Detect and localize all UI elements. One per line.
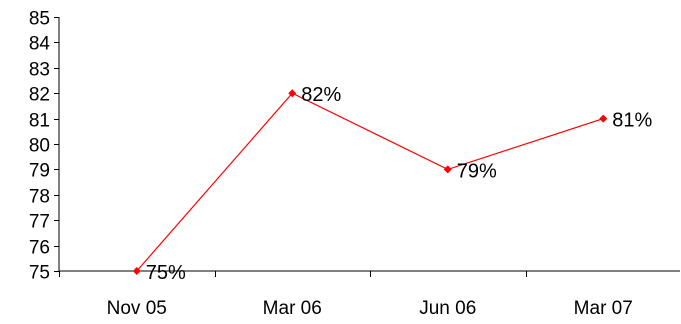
x-axis-ticks: Nov 05 Mar 06 Jun 06 Mar 07 xyxy=(59,271,633,319)
y-tick-label: 75 xyxy=(29,263,50,284)
y-axis-ticks: 75 76 77 78 79 80 81 82 83 84 85 xyxy=(29,9,59,284)
data-label: 81% xyxy=(612,110,652,132)
series-line xyxy=(136,92,604,272)
data-point-marker xyxy=(132,267,141,275)
data-point-marker xyxy=(288,89,297,98)
y-tick-label: 76 xyxy=(29,238,50,259)
y-tick-label: 79 xyxy=(29,161,50,182)
y-tick-label: 78 xyxy=(29,187,50,208)
y-tick-label: 81 xyxy=(29,111,50,132)
y-tick-label: 82 xyxy=(29,85,50,106)
x-tick-label: Mar 06 xyxy=(263,298,322,319)
x-tick-label: Nov 05 xyxy=(107,298,167,319)
data-point-marker xyxy=(599,114,608,123)
data-point-marker xyxy=(443,165,452,174)
series-layer: 75% 82% 79% 81% xyxy=(132,84,652,284)
data-label: 79% xyxy=(457,160,497,182)
x-tick-label: Mar 07 xyxy=(574,298,633,319)
data-label: 82% xyxy=(301,84,341,106)
y-tick-label: 80 xyxy=(29,136,50,157)
y-tick-label: 85 xyxy=(29,9,50,30)
y-tick-label: 84 xyxy=(29,34,51,55)
x-tick-label: Jun 06 xyxy=(419,298,476,319)
y-tick-label: 77 xyxy=(29,212,50,233)
y-tick-label: 83 xyxy=(29,60,50,81)
data-label: 75% xyxy=(146,262,186,284)
